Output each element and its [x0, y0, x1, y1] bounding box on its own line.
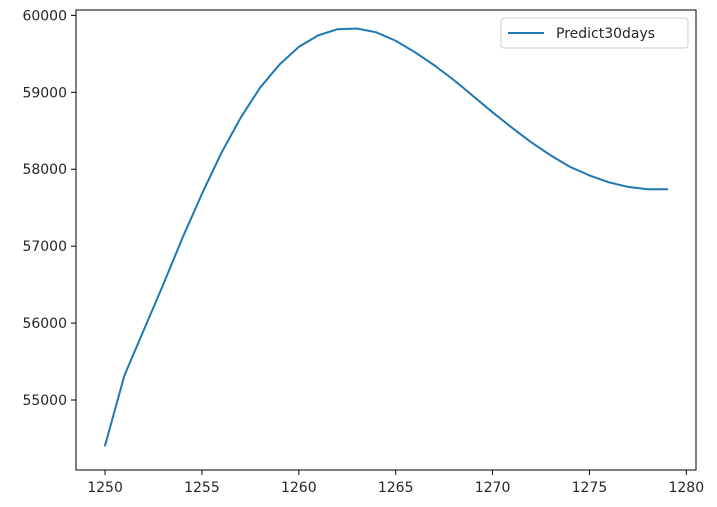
series-line-predict30days	[103, 27, 668, 447]
x-tick-label: 1280	[668, 480, 704, 496]
x-tick-label: 1270	[475, 480, 511, 496]
x-tick-label: 1260	[281, 480, 317, 496]
plot-frame	[75, 9, 697, 471]
y-tick-label: 56000	[22, 316, 67, 332]
legend-box	[500, 17, 689, 49]
series-layer	[103, 27, 668, 447]
legend-label-predict30days: Predict30days	[556, 26, 655, 42]
x-tick-label: 1275	[572, 480, 608, 496]
y-tick-label: 55000	[22, 393, 67, 409]
x-axis-ticks: 1250 1255 1260 1265 1270 1275 1280	[87, 470, 704, 496]
y-tick-label: 59000	[22, 85, 67, 101]
legend: Predict30days	[500, 17, 689, 49]
y-tick-label: 58000	[22, 162, 67, 178]
y-axis-ticks: 55000 56000 57000 58000 59000 60000	[22, 8, 76, 409]
x-tick-label: 1255	[184, 480, 220, 496]
x-tick-label: 1250	[87, 480, 123, 496]
y-tick-label: 57000	[22, 239, 67, 255]
y-tick-label: 60000	[22, 8, 67, 24]
x-tick-label: 1265	[378, 480, 414, 496]
